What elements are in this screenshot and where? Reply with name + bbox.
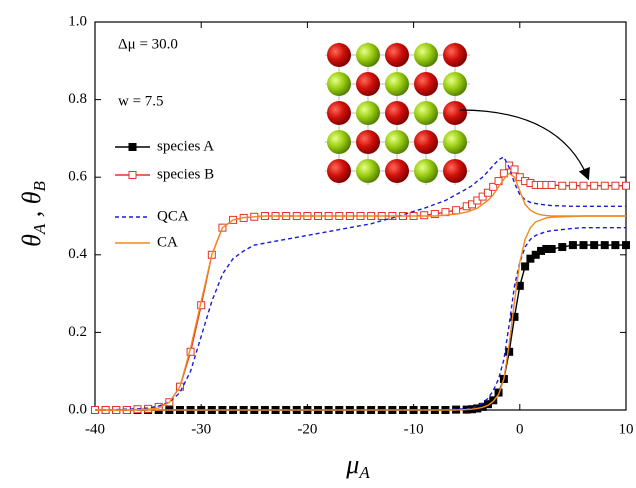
x-tick-label: -20 bbox=[297, 421, 317, 437]
x-label-part: μ bbox=[345, 450, 359, 479]
marker bbox=[579, 181, 588, 190]
marker bbox=[622, 181, 630, 190]
marker bbox=[558, 243, 567, 252]
marker bbox=[568, 241, 577, 250]
x-axis-label: μA bbox=[345, 450, 370, 482]
series-line bbox=[95, 156, 626, 411]
x-label-part: A bbox=[358, 463, 370, 482]
marker bbox=[510, 165, 519, 174]
legend-label: species B bbox=[157, 166, 214, 182]
marker bbox=[579, 241, 588, 250]
series-line bbox=[95, 215, 626, 411]
marker bbox=[521, 262, 530, 271]
y-label-part: , bbox=[17, 204, 46, 224]
marker bbox=[547, 244, 556, 253]
series-line bbox=[95, 226, 626, 411]
x-tick-label: 0 bbox=[516, 421, 524, 437]
series-line bbox=[95, 244, 626, 411]
marker bbox=[505, 347, 514, 356]
y-label-part: θ bbox=[17, 234, 46, 247]
marker bbox=[558, 181, 567, 190]
y-label-part: B bbox=[30, 180, 49, 191]
marker bbox=[499, 169, 508, 178]
legend-label: species A bbox=[157, 138, 214, 154]
legend-marker bbox=[128, 171, 137, 179]
marker bbox=[622, 241, 630, 250]
y-tick-label: 1.0 bbox=[68, 13, 87, 29]
marker bbox=[611, 181, 620, 190]
marker bbox=[600, 181, 609, 190]
y-tick-label: 0.4 bbox=[68, 246, 87, 262]
y-label-part: θ bbox=[17, 191, 46, 204]
marker bbox=[420, 211, 429, 220]
series-line bbox=[95, 172, 626, 411]
y-tick-label: 0.0 bbox=[68, 401, 87, 417]
x-tick-label: -30 bbox=[191, 421, 211, 437]
y-tick-label: 0.6 bbox=[68, 169, 87, 185]
x-tick-label: 10 bbox=[619, 421, 634, 437]
series-line bbox=[95, 164, 626, 411]
y-label-part: A bbox=[30, 223, 49, 235]
legend-label: CA bbox=[157, 234, 178, 250]
marker bbox=[600, 241, 609, 250]
y-tick-label: 0.2 bbox=[68, 324, 87, 340]
marker bbox=[430, 210, 439, 219]
marker bbox=[590, 181, 599, 190]
legend-label: QCA bbox=[157, 208, 189, 224]
y-axis-label: θA , θB bbox=[17, 180, 49, 246]
marker bbox=[547, 180, 556, 189]
marker bbox=[611, 241, 620, 250]
annotation: Δμ = 30.0 bbox=[118, 36, 178, 52]
marker bbox=[568, 181, 577, 190]
y-tick-label: 0.8 bbox=[68, 91, 87, 107]
marker bbox=[483, 188, 492, 197]
lattice-inset bbox=[325, 42, 470, 185]
x-tick-label: -10 bbox=[404, 421, 424, 437]
marker bbox=[590, 241, 599, 250]
marker bbox=[489, 182, 498, 191]
arrow bbox=[459, 109, 590, 181]
x-tick-label: -40 bbox=[85, 421, 105, 437]
marker bbox=[452, 206, 461, 215]
marker bbox=[489, 396, 498, 405]
annotation: w = 7.5 bbox=[118, 93, 164, 109]
legend-marker bbox=[128, 143, 137, 151]
marker bbox=[510, 312, 519, 321]
